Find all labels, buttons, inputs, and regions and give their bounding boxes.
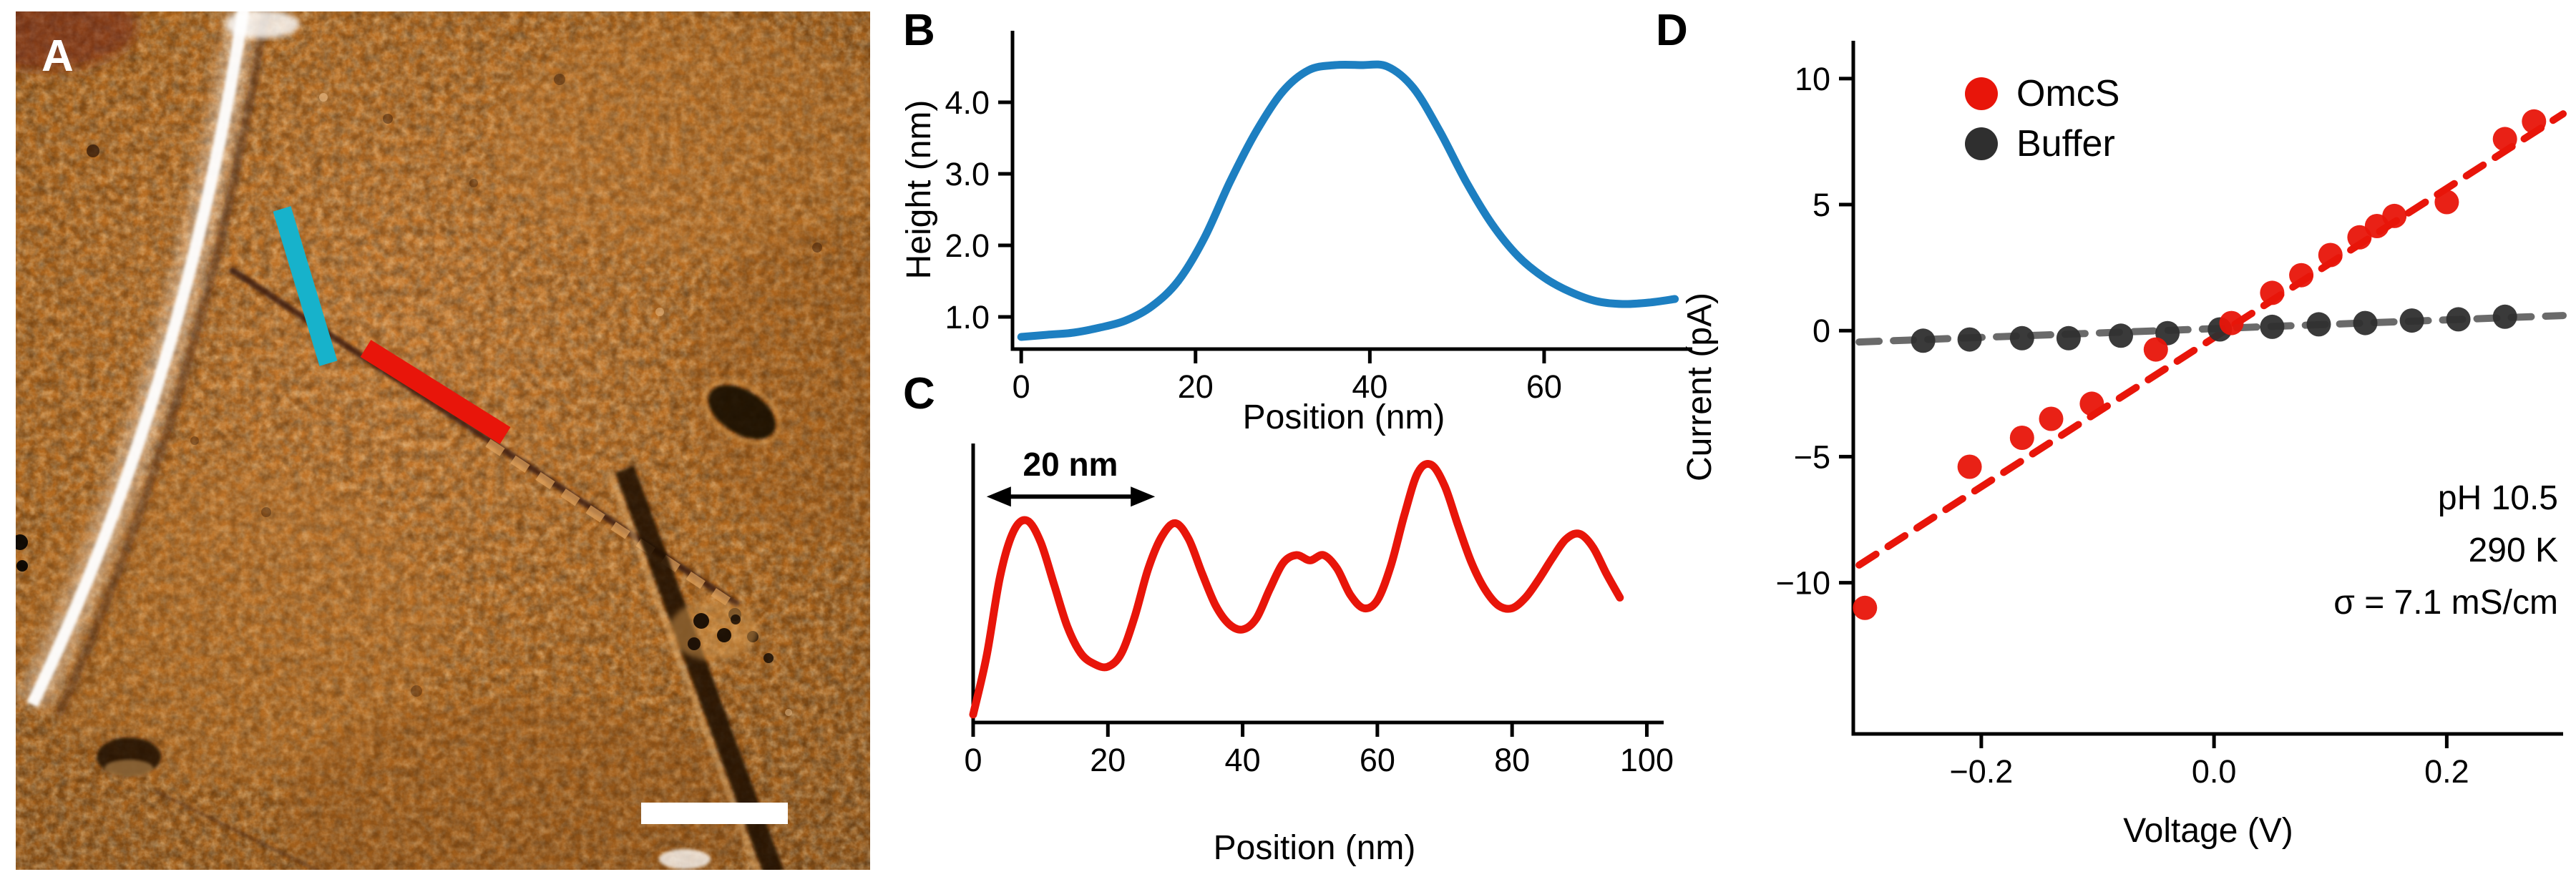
buffer-data-point xyxy=(2306,312,2331,337)
x-tick-label: 100 xyxy=(1620,742,1674,778)
x-tick-label: 20 xyxy=(1178,368,1214,405)
legend-item-omcs: OmcS xyxy=(1965,69,2119,119)
ph-annotation: pH 10.5 xyxy=(2437,479,2558,517)
omcs-data-point xyxy=(1853,595,1878,620)
scale-bar xyxy=(641,803,788,824)
omcs-data-point xyxy=(2522,109,2547,134)
omcs-data-point xyxy=(2219,310,2244,335)
afm-image-canvas xyxy=(0,0,946,882)
height-profile-line xyxy=(1017,60,1679,341)
chart-d-legend: OmcS Buffer xyxy=(1965,69,2119,169)
buffer-data-point xyxy=(2009,325,2034,351)
y-tick-label: 3.0 xyxy=(945,156,990,192)
omcs-data-point xyxy=(2492,127,2517,152)
chart-b-ylabel: Height (nm) xyxy=(900,99,938,280)
x-tick-label: 0 xyxy=(964,742,982,778)
panel-a-label: A xyxy=(42,31,74,81)
afm-ridge xyxy=(17,0,300,718)
y-tick-label: −10 xyxy=(1776,565,1830,602)
pitch-arrowhead-left xyxy=(986,486,1011,507)
temperature-annotation: 290 K xyxy=(2468,531,2558,569)
buffer-data-point xyxy=(2353,310,2378,335)
pitch-arrowhead-right xyxy=(1131,486,1156,507)
chart-c-xlabel: Position (nm) xyxy=(1213,829,1416,867)
height-profile-chart: 0 20 40 60 1.0 2.0 3.0 4.0 xyxy=(945,31,1692,405)
buffer-data-point xyxy=(1957,327,1982,352)
x-tick-label: 40 xyxy=(1352,368,1387,405)
y-tick-label: 1.0 xyxy=(945,299,990,335)
buffer-data-point xyxy=(2109,323,2133,348)
red-profile-marker xyxy=(360,340,511,444)
x-tick-label: 80 xyxy=(1494,742,1530,778)
y-tick-label: −5 xyxy=(1794,438,1830,475)
y-tick-label: 4.0 xyxy=(945,84,990,121)
omcs-data-point xyxy=(2382,203,2407,228)
pitch-annotation: 20 nm xyxy=(1023,446,1118,483)
x-tick-label: 60 xyxy=(1360,742,1395,778)
chart-b-xlabel: Position (nm) xyxy=(1242,398,1445,436)
omcs-data-point xyxy=(2009,426,2034,450)
omcs-data-point xyxy=(2318,242,2343,268)
conductivity-annotation: σ = 7.1 mS/cm xyxy=(2333,584,2558,622)
x-tick-label: −0.2 xyxy=(1949,753,2013,790)
omcs-data-point xyxy=(2260,280,2285,305)
x-tick-label: 0.2 xyxy=(2424,753,2469,790)
pitch-profile-chart: 0 20 40 60 80 100 xyxy=(964,444,1674,778)
omcs-data-point xyxy=(2079,391,2104,416)
measurement-conditions: pH 10.5 290 K σ = 7.1 mS/cm xyxy=(2147,472,2558,629)
omcs-data-point xyxy=(2289,263,2314,288)
omcs-legend-dot xyxy=(1965,77,1998,110)
omcs-data-point xyxy=(2347,225,2372,250)
x-tick-label: 0 xyxy=(1013,368,1030,405)
chart-d-xlabel: Voltage (V) xyxy=(2123,812,2293,850)
pitch-profile-line xyxy=(969,460,1624,719)
omcs-data-point xyxy=(2434,190,2459,215)
y-tick-label: 2.0 xyxy=(945,227,990,264)
afm-particles xyxy=(12,74,822,876)
omcs-data-point xyxy=(1957,454,1982,479)
x-tick-label: 20 xyxy=(1090,742,1126,778)
legend-item-buffer: Buffer xyxy=(1965,119,2119,169)
y-tick-label: 0 xyxy=(1813,313,1830,349)
afm-image xyxy=(0,0,946,882)
cyan-profile-marker xyxy=(273,206,338,366)
panel-b-label: B xyxy=(903,6,935,55)
buffer-data-point xyxy=(2492,304,2517,329)
buffer-legend-label: Buffer xyxy=(2016,123,2115,165)
buffer-data-point xyxy=(2260,314,2285,339)
chart-d-ylabel: Current (pA) xyxy=(1681,292,1719,482)
panel-c-label: C xyxy=(903,369,935,418)
buffer-legend-dot xyxy=(1965,127,1998,160)
y-tick-label: 10 xyxy=(1795,61,1830,97)
omcs-data-point xyxy=(2039,406,2064,431)
panel-d-label: D xyxy=(1656,6,1688,55)
omcs-legend-label: OmcS xyxy=(2016,73,2120,114)
x-tick-label: 40 xyxy=(1225,742,1261,778)
buffer-data-point xyxy=(2446,307,2471,332)
buffer-data-point xyxy=(1911,328,1936,353)
omcs-trend-line xyxy=(1855,110,2567,569)
omcs-data-point xyxy=(2143,337,2168,362)
y-tick-label: 5 xyxy=(1813,187,1830,223)
buffer-data-point xyxy=(2399,308,2424,333)
buffer-data-point xyxy=(2056,325,2081,351)
iv-curve-chart: −0.2 0.0 0.2 −10 −5 0 5 10 xyxy=(1776,41,2567,790)
x-tick-label: 60 xyxy=(1526,368,1562,405)
x-tick-label: 0.0 xyxy=(2192,753,2237,790)
